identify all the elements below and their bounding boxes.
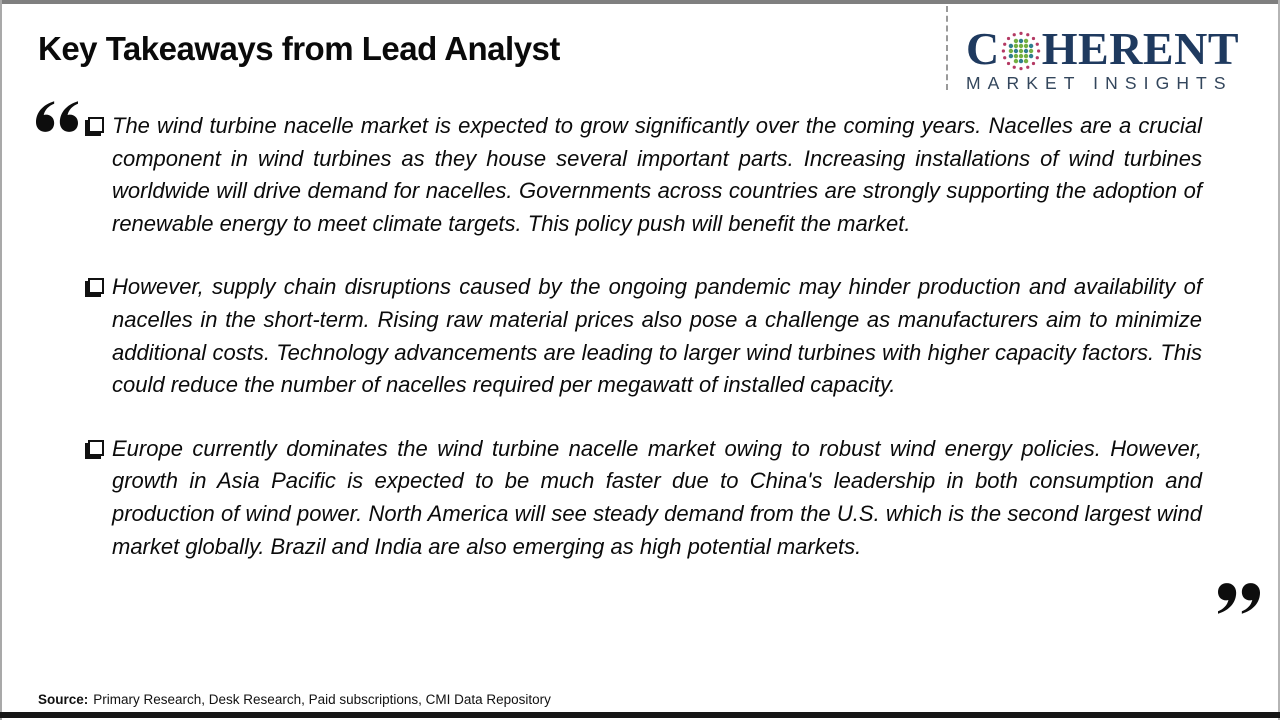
bullet-item: The wind turbine nacelle market is expec… xyxy=(88,110,1202,240)
logo-divider-dashed-line xyxy=(946,6,948,90)
logo-subtitle: MARKET INSIGHTS xyxy=(966,73,1233,93)
source-text: Primary Research, Desk Research, Paid su… xyxy=(93,692,551,707)
close-quote-icon xyxy=(1218,578,1260,615)
bullet-item: Europe currently dominates the wind turb… xyxy=(88,433,1202,563)
page-title: Key Takeaways from Lead Analyst xyxy=(38,30,560,67)
bullet-text: The wind turbine nacelle market is expec… xyxy=(112,113,1202,236)
open-quote-icon xyxy=(36,100,78,137)
bullet-square-icon xyxy=(88,278,104,295)
slide-left-border xyxy=(0,0,2,720)
logo-text-herent: HERENT xyxy=(1041,23,1239,74)
bottom-bar xyxy=(0,712,1280,718)
bullet-list: The wind turbine nacelle market is expec… xyxy=(88,110,1202,594)
slide-top-border xyxy=(0,0,1280,4)
bullet-square-icon xyxy=(88,117,104,133)
source-line: Source: Primary Research, Desk Research, … xyxy=(38,692,551,707)
globe-icon xyxy=(1001,31,1040,71)
coherent-market-insights-logo: C xyxy=(966,26,1264,94)
bullet-square-icon xyxy=(88,439,104,456)
slide-right-border xyxy=(1278,0,1280,720)
logo-letter-c: C xyxy=(966,23,1000,74)
bullet-item: However, supply chain disruptions caused… xyxy=(88,271,1202,401)
source-label: Source: xyxy=(38,692,89,707)
logo-wordmark: C xyxy=(966,26,1264,72)
bullet-text: Europe currently dominates the wind turb… xyxy=(112,435,1202,559)
bullet-text: However, supply chain disruptions caused… xyxy=(112,274,1202,398)
